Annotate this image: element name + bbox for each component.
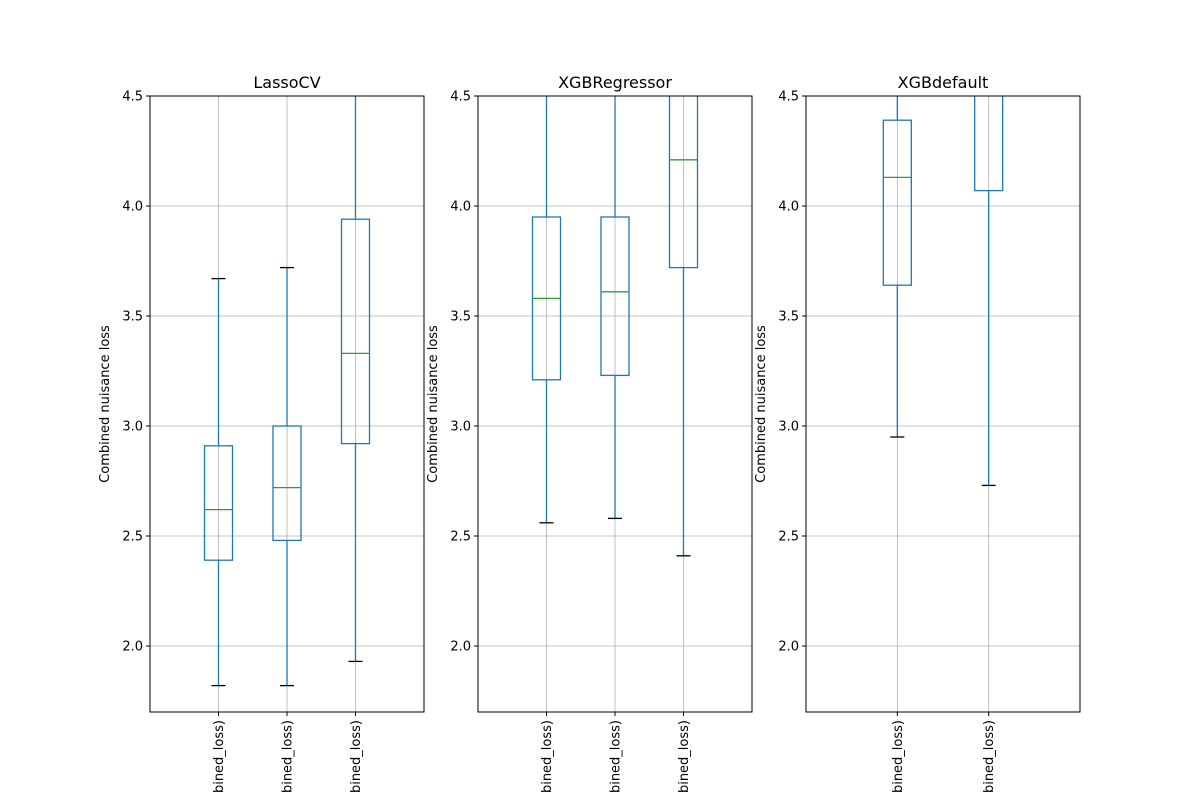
box-2 <box>272 266 302 687</box>
y-tick-label: 4.0 <box>778 200 799 215</box>
y-tick-label: 4.0 <box>122 200 143 215</box>
panel-title: XGBdefault <box>898 73 989 92</box>
y-tick-label: 4.5 <box>450 90 471 105</box>
box-body <box>882 119 912 286</box>
box-body <box>272 425 302 542</box>
y-tick-label: 2.0 <box>122 640 143 655</box>
panel-3: 2.0 2.5 3.0 3.5 4.0 4.5 bined_loss) bined_loss)… <box>754 73 1081 793</box>
y-tick-label: 2.5 <box>122 530 143 545</box>
box-body <box>600 216 630 377</box>
y-tick-label: 3.0 <box>778 420 799 435</box>
x-tick-label: bined_loss) <box>349 720 364 793</box>
boxes <box>531 96 699 557</box>
y-tick-label: 3.5 <box>122 310 143 325</box>
box-2 <box>974 96 1004 487</box>
box-3 <box>668 96 699 557</box>
y-tick-label: 2.5 <box>778 530 799 545</box>
y-axis-label: Combined nuisance loss <box>754 325 769 483</box>
y-axis-label: Combined nuisance loss <box>426 325 441 483</box>
boxes <box>882 96 1004 487</box>
x-tick-label: bined_loss) <box>677 720 692 793</box>
y-tick-label: 3.5 <box>778 310 799 325</box>
y-tick-label: 2.5 <box>450 530 471 545</box>
panels: 2.0 2.5 3.0 3.5 4.0 4.5 bined_loss) bined_loss)… <box>98 73 1081 793</box>
box-body <box>668 96 699 269</box>
box-body <box>203 445 234 561</box>
panel-1: 2.0 2.5 3.0 3.5 4.0 4.5 bined_loss) bined_loss)… <box>98 73 425 793</box>
y-tick-label: 3.5 <box>450 310 471 325</box>
y-tick-label: 3.0 <box>450 420 471 435</box>
y-tick-label: 4.5 <box>778 90 799 105</box>
y-tick-label: 4.5 <box>122 90 143 105</box>
y-axis-label: Combined nuisance loss <box>98 325 113 483</box>
x-tick-label: bined_loss) <box>540 720 555 793</box>
box-1 <box>882 96 912 438</box>
box-1 <box>531 96 562 524</box>
y-tick-label: 3.0 <box>122 420 143 435</box>
y-tick-label: 2.0 <box>450 640 471 655</box>
box-body <box>974 96 1004 192</box>
panel-title: LassoCV <box>253 73 320 92</box>
x-tick-label: bined_loss) <box>982 720 997 793</box>
x-tick-label: bined_loss) <box>609 720 624 793</box>
box-3 <box>340 96 371 663</box>
x-tick-label: bined_loss) <box>281 720 296 793</box>
panel-title: XGBRegressor <box>558 73 672 92</box>
y-tick-label: 4.0 <box>450 200 471 215</box>
y-tick-label: 2.0 <box>778 640 799 655</box>
panel-2: 2.0 2.5 3.0 3.5 4.0 4.5 bined_loss) bined_loss)… <box>426 73 753 793</box>
box-body <box>340 218 371 445</box>
box-2 <box>600 96 630 520</box>
axes-frame <box>805 95 1081 713</box>
box-1 <box>203 277 234 687</box>
boxes <box>203 96 371 687</box>
x-tick-label: bined_loss) <box>212 720 227 793</box>
x-tick-label: bined_loss) <box>891 720 906 793</box>
